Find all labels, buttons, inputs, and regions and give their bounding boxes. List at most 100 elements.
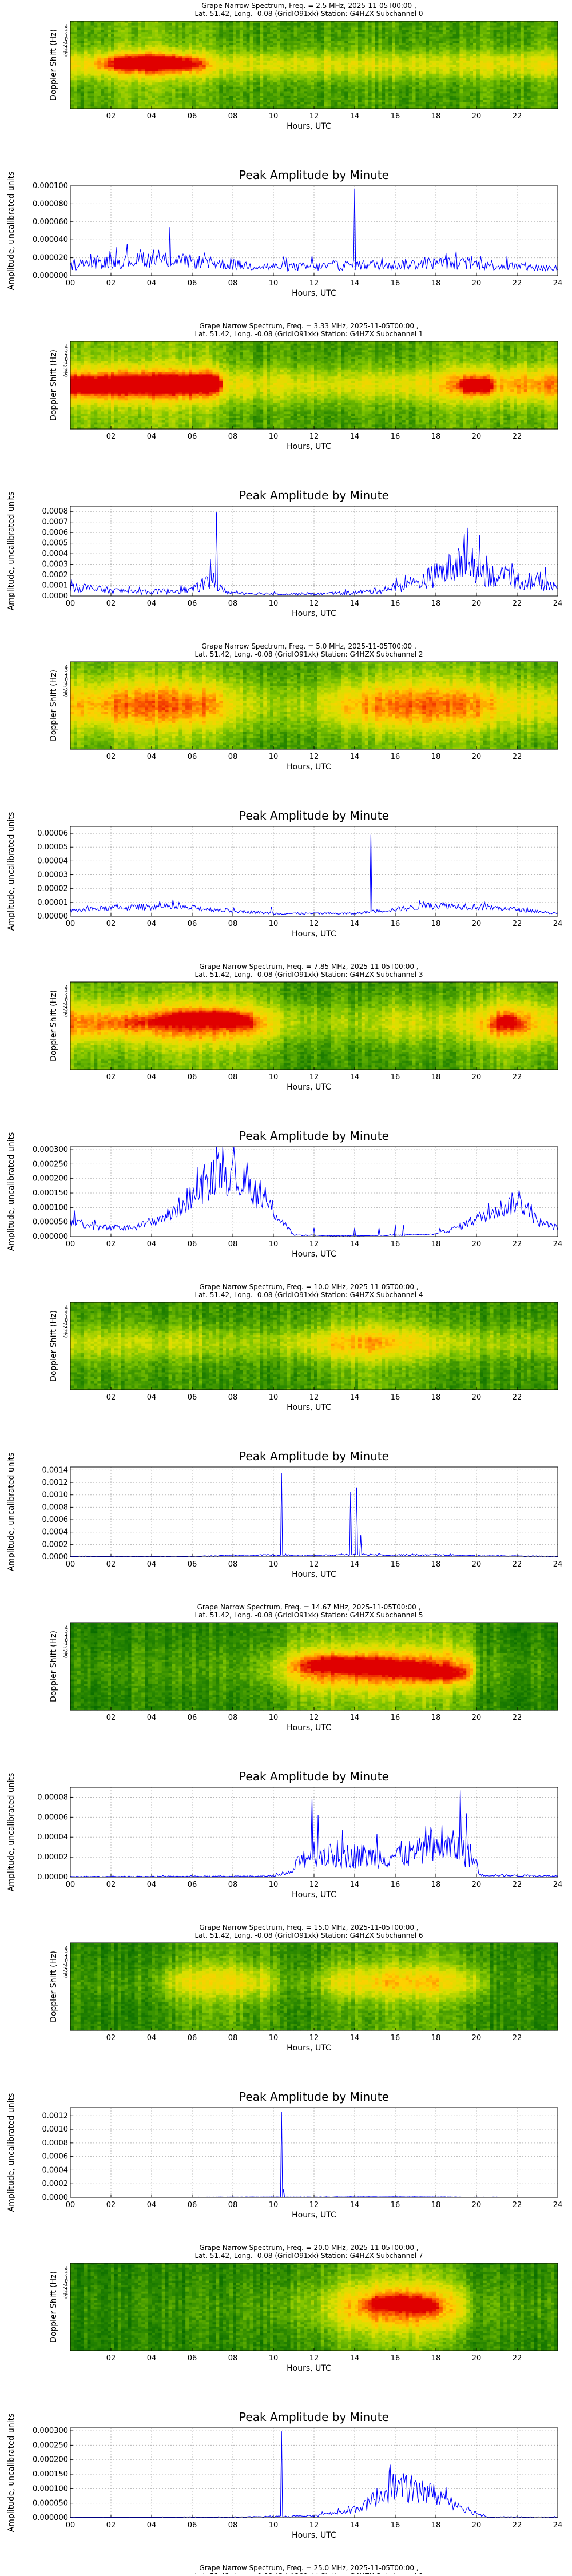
spectrogram-cell (152, 30, 156, 32)
spectrogram-cell (206, 104, 210, 106)
spectrogram-cell (172, 91, 176, 93)
spectrogram-cell (97, 96, 101, 98)
spectrogram-cell (219, 85, 223, 87)
spectrogram-cell (233, 87, 237, 89)
spectrogram-cell (132, 85, 136, 87)
spectrogram-cell (121, 37, 125, 39)
spectrogram-cell (101, 54, 105, 56)
spectrogram-cell (152, 26, 156, 28)
spectrogram-cell (209, 58, 213, 61)
spectrogram-cell (148, 56, 152, 58)
spectrogram-cell (101, 39, 105, 41)
spectrogram-cell (138, 43, 142, 45)
spectrogram-cell (101, 34, 105, 37)
spectrogram-cell (111, 45, 115, 47)
spectrogram-cell (148, 26, 152, 28)
spectrogram-cell (97, 82, 101, 85)
spectrogram-cell (132, 78, 136, 80)
spectrogram-cell (138, 78, 142, 80)
spectrogram-cell (70, 89, 74, 92)
spectrogram-cell (158, 37, 162, 39)
spectrogram-cell (81, 43, 85, 45)
spectrogram-cell (219, 47, 223, 50)
spectrogram-cell (182, 104, 186, 106)
spectrogram-cell (213, 39, 217, 41)
spectrogram-cell (138, 65, 142, 67)
spectrogram-cell (213, 67, 217, 69)
spectrogram-cell (148, 82, 152, 85)
spectrogram-cell (101, 85, 105, 87)
spectrogram-cell (111, 23, 115, 26)
spectrogram-cell (104, 67, 108, 69)
spectrogram-cell (84, 100, 88, 102)
spectrogram-cell (88, 67, 92, 69)
spectrogram-cell (74, 85, 78, 87)
spectrogram-cell (91, 91, 95, 93)
spectrogram-cell (175, 85, 179, 87)
spectrogram-cell (240, 34, 244, 37)
spectrogram-cell (108, 43, 112, 45)
spectrogram-cell (94, 50, 98, 52)
spectrogram-cell (81, 61, 85, 63)
spectrogram-cell (81, 80, 85, 82)
spectrogram-cell (240, 76, 244, 78)
spectrogram-cell (256, 65, 260, 67)
spectrogram-cell (145, 69, 149, 71)
spectrogram-cell (118, 87, 122, 89)
spectrogram-cell (94, 43, 98, 45)
spectrogram-cell (213, 34, 217, 37)
spectrogram-cell (165, 76, 169, 78)
spectrogram-cell (189, 58, 193, 61)
spectrogram-cell (253, 98, 257, 100)
spectrogram-cell (145, 102, 149, 105)
spectrogram-cell (108, 23, 112, 26)
spectrogram-cell (172, 80, 176, 82)
spectrogram-cell (88, 34, 92, 37)
spectrogram-cell (175, 54, 179, 56)
spectrogram-cell (94, 61, 98, 63)
spectrogram-cell (247, 89, 251, 92)
spectrogram-cell (155, 41, 159, 43)
spectrogram-cell (104, 45, 108, 47)
spectrogram-cell (223, 23, 227, 26)
spectrogram-cell (213, 30, 217, 32)
spectrogram-cell (250, 56, 254, 58)
spectrogram-cell (209, 30, 213, 32)
spectrogram-cell (134, 61, 138, 63)
spectrogram-cell (125, 45, 129, 47)
spectrogram-cell (121, 47, 125, 50)
spectrogram-cell (152, 41, 156, 43)
spectrogram-cell (243, 104, 247, 106)
spectrogram-cell (243, 76, 247, 78)
spectrogram-cell (192, 61, 196, 63)
spectrogram-cell (216, 34, 220, 37)
spectrogram-cell (104, 43, 108, 45)
spectrogram-cell (108, 30, 112, 32)
spectrogram-cell (125, 26, 129, 28)
spectrogram-cell (202, 89, 206, 92)
spectrogram-cell (219, 104, 223, 106)
spectrogram-cell (162, 96, 166, 98)
spectrogram-cell (247, 104, 251, 106)
spectrogram-cell (128, 80, 132, 82)
spectrogram-cell (138, 74, 142, 76)
spectrogram-cell (118, 74, 122, 76)
spectrogram-cell (145, 78, 149, 80)
spectrogram-cell (141, 32, 145, 34)
spectrogram-cell (81, 78, 85, 80)
spectrogram-cell (240, 47, 244, 50)
spectrogram-cell (213, 80, 217, 82)
spectrogram-cell (216, 58, 220, 61)
spectrogram-cell (253, 54, 257, 56)
spectrogram-cell (74, 52, 78, 54)
spectrogram-cell (148, 52, 152, 54)
spectrogram-cell (148, 41, 152, 43)
spectrogram-cell (74, 21, 78, 23)
spectrogram-cell (108, 41, 112, 43)
spectrogram-cell (199, 93, 203, 96)
spectrogram-cell (223, 34, 227, 37)
spectrogram-cell (219, 74, 223, 76)
spectrogram-cell (223, 21, 227, 23)
spectrogram-cell (118, 32, 122, 34)
spectrogram-cell (199, 76, 203, 78)
